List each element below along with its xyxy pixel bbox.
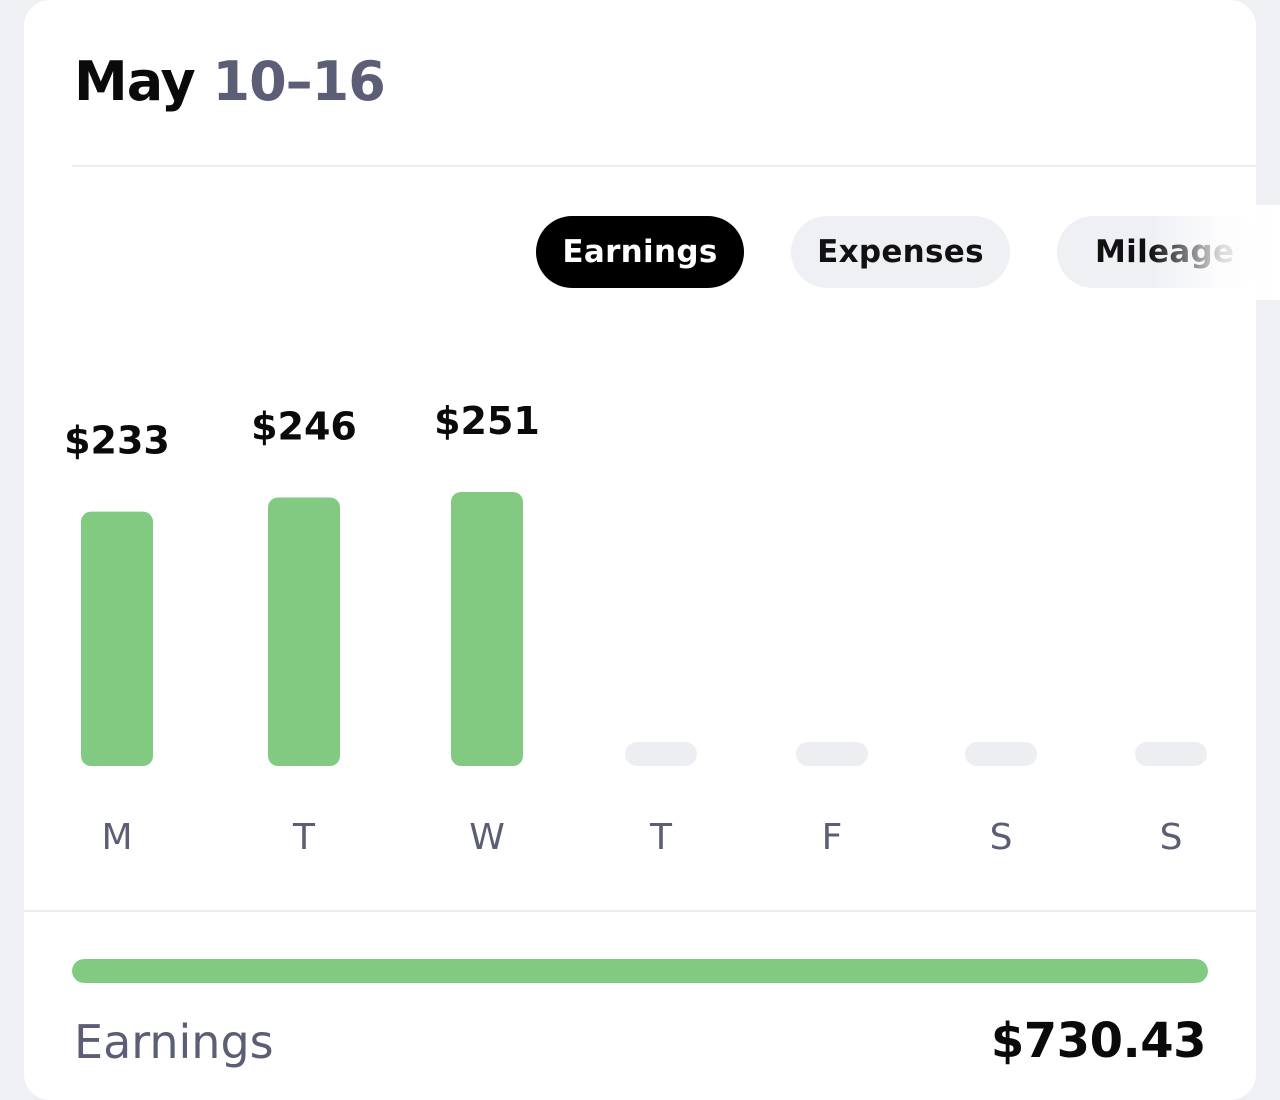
day-label-3: T xyxy=(649,817,673,858)
tab-expenses[interactable]: Expenses xyxy=(791,216,1010,288)
bar-empty-4 xyxy=(796,742,868,766)
day-label-5: S xyxy=(990,817,1013,858)
bar-0[interactable] xyxy=(81,511,153,766)
summary-label: Earnings xyxy=(74,1015,274,1069)
day-label-1: T xyxy=(292,817,316,858)
bar-1[interactable] xyxy=(268,497,340,766)
bar-empty-3 xyxy=(625,742,697,766)
day-label-6: S xyxy=(1160,817,1183,858)
tab-earnings[interactable]: Earnings xyxy=(536,216,744,288)
bar-empty-5 xyxy=(965,742,1037,766)
day-label-4: F xyxy=(822,817,843,858)
bar-value-label-2: $251 xyxy=(434,399,540,443)
page-title: May 10–16 xyxy=(74,50,386,114)
earnings-bar-chart: $233 M $246 T $251 W T F S S xyxy=(64,399,1207,858)
title-month: May xyxy=(74,50,196,113)
summary-value: $730.43 xyxy=(990,1013,1207,1069)
weekly-summary-card xyxy=(24,0,1256,1100)
screen-edge xyxy=(1256,0,1280,1087)
day-label-2: W xyxy=(469,817,505,858)
bar-value-label-1: $246 xyxy=(251,404,357,448)
title-date-range: 10–16 xyxy=(212,50,386,113)
bar-value-label-0: $233 xyxy=(64,419,170,463)
earnings-progress-bar xyxy=(72,959,1208,983)
day-label-0: M xyxy=(101,817,132,858)
earnings-progress-fill xyxy=(72,959,1208,983)
bar-empty-6 xyxy=(1135,742,1207,766)
bar-2[interactable] xyxy=(451,492,523,766)
header-divider xyxy=(72,165,1256,167)
chart-divider xyxy=(24,910,1256,912)
